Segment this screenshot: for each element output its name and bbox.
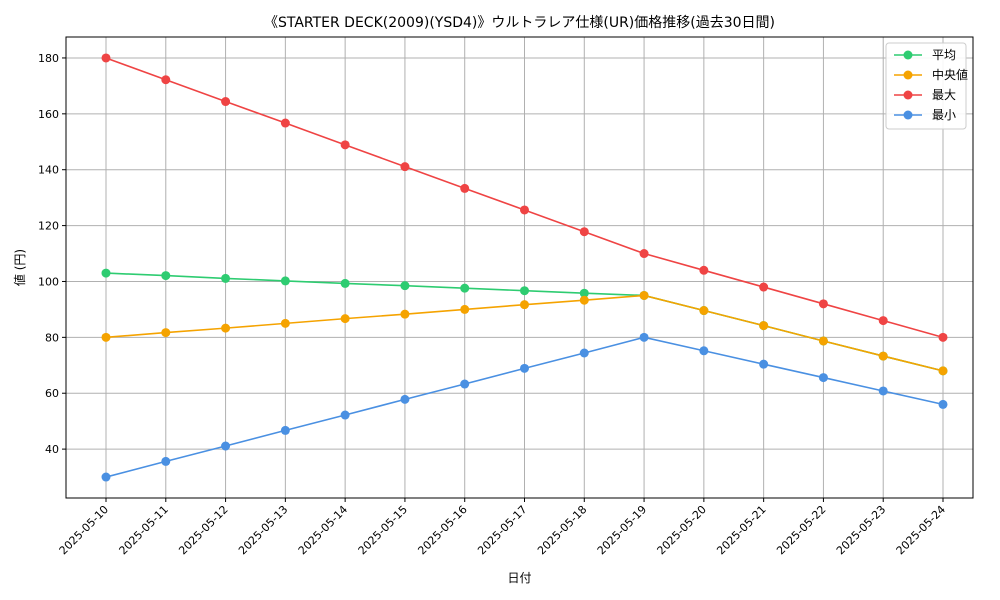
x-tick-label: 2025-05-15 [356, 503, 410, 557]
x-tick-label: 2025-05-22 [774, 503, 828, 557]
y-tick-label: 100 [38, 275, 59, 288]
data-point [938, 399, 948, 409]
data-point [161, 271, 171, 281]
data-point [400, 394, 410, 404]
data-point [280, 318, 290, 328]
data-point [579, 288, 589, 298]
data-point [520, 363, 529, 373]
data-point [520, 300, 529, 310]
grid [66, 37, 973, 498]
y-tick-label: 40 [45, 443, 59, 456]
legend-marker [903, 90, 913, 100]
data-point [639, 249, 649, 259]
x-axis-label: 日付 [507, 571, 531, 585]
data-point [460, 304, 470, 314]
data-point [460, 379, 470, 389]
series-layer [101, 53, 948, 482]
data-point [101, 53, 111, 63]
x-tick-label: 2025-05-23 [834, 503, 888, 557]
data-point [818, 373, 828, 383]
data-point [520, 205, 529, 215]
data-point [340, 278, 350, 288]
x-tick-label: 2025-05-11 [117, 503, 171, 557]
data-point [221, 323, 231, 333]
data-point [699, 306, 709, 316]
y-tick-label: 160 [38, 108, 59, 121]
y-axis-label: 値 (円) [12, 249, 27, 286]
data-point [818, 299, 828, 309]
data-point [460, 183, 470, 193]
data-point [340, 410, 350, 420]
data-point [759, 359, 769, 369]
x-tick-label: 2025-05-19 [595, 503, 649, 557]
data-point [699, 346, 709, 356]
data-point [161, 75, 171, 85]
x-tick-label: 2025-05-16 [415, 503, 469, 557]
data-point [340, 314, 350, 324]
legend-label: 中央値 [932, 67, 968, 82]
data-point [938, 366, 948, 376]
data-point [280, 425, 290, 435]
data-point [520, 286, 529, 296]
x-tick-label: 2025-05-17 [475, 503, 529, 557]
data-point [161, 456, 171, 466]
data-point [101, 268, 111, 278]
data-point [460, 283, 470, 293]
x-tick-label: 2025-05-21 [714, 503, 768, 557]
x-tick-label: 2025-05-10 [57, 503, 111, 557]
x-tick-label: 2025-05-12 [176, 503, 230, 557]
data-point [579, 348, 589, 358]
legend-marker [903, 110, 913, 120]
x-tick-label: 2025-05-13 [236, 503, 290, 557]
data-point [221, 97, 231, 107]
data-point [221, 441, 231, 451]
data-point [161, 328, 171, 338]
legend-label: 平均 [932, 48, 956, 62]
plot-frame [65, 36, 974, 499]
y-tick-label: 80 [45, 331, 59, 344]
data-point [699, 265, 709, 275]
legend-box [885, 42, 967, 130]
x-tick-label: 2025-05-20 [655, 503, 709, 557]
axes: 2025-05-10 2025-05-11 2025-05-12 2025-05-13… [38, 52, 948, 557]
data-point [639, 332, 649, 342]
y-tick-label: 120 [38, 220, 59, 233]
data-point [759, 321, 769, 331]
y-tick-label: 60 [45, 387, 59, 400]
data-point [759, 282, 769, 292]
x-tick-label: 2025-05-24 [894, 503, 948, 557]
legend-marker [903, 50, 913, 60]
data-point [579, 227, 589, 237]
chart-title: 《STARTER DECK(2009)(YSD4)》ウルトラレア仕様(UR)価格… [264, 15, 775, 31]
data-point [221, 273, 231, 283]
data-point [878, 386, 888, 396]
data-point [878, 351, 888, 361]
data-point [101, 472, 111, 482]
x-tick-label: 2025-05-14 [296, 503, 350, 557]
data-point [639, 290, 649, 300]
data-point [878, 316, 888, 326]
y-tick-label: 140 [38, 164, 59, 177]
data-point [340, 140, 350, 150]
data-point [280, 118, 290, 128]
x-tick-label: 2025-05-18 [535, 503, 589, 557]
legend-label: 最小 [932, 108, 956, 122]
data-point [579, 295, 589, 305]
data-point [818, 336, 828, 346]
legend-label: 最大 [932, 88, 956, 102]
y-tick-label: 180 [38, 52, 59, 65]
data-point [400, 281, 410, 291]
data-point [938, 332, 948, 342]
legend-marker [903, 70, 913, 80]
data-point [400, 309, 410, 319]
data-point [101, 332, 111, 342]
data-point [280, 276, 290, 286]
data-point [400, 162, 410, 172]
